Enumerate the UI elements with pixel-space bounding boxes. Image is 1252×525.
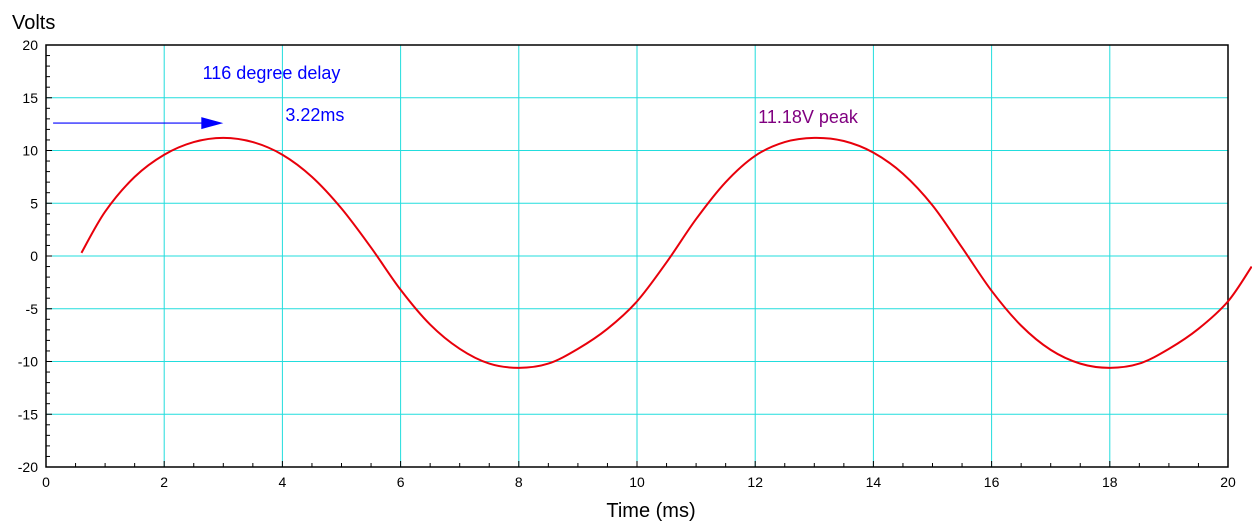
x-tick-label: 0 xyxy=(42,474,50,490)
series-line-voltage xyxy=(80,136,1252,369)
x-tick-label: 6 xyxy=(397,474,405,490)
y-tick-label: 15 xyxy=(22,90,38,106)
x-tick-label: 14 xyxy=(866,474,882,490)
x-tick-label: 8 xyxy=(515,474,523,490)
grid-lines xyxy=(46,45,1228,467)
x-tick-label: 16 xyxy=(984,474,1000,490)
x-tick-label: 2 xyxy=(160,474,168,490)
tick-labels: 0 2 4 6 8 10 12 14 16 18 20 20 15 10 5 0 -5 -10 -15 -20 xyxy=(18,37,1236,490)
y-tick-label: -5 xyxy=(26,301,39,317)
x-tick-label: 4 xyxy=(279,474,287,490)
plot-area-border xyxy=(45,44,1229,468)
delay-arrow xyxy=(53,117,224,130)
y-axis-title: Volts xyxy=(12,12,55,34)
arrow-head xyxy=(201,117,224,130)
annotation-delay-degrees: 116 degree delay xyxy=(203,63,341,83)
x-axis-title: Time (ms) xyxy=(606,500,695,522)
y-tick-label: 10 xyxy=(22,143,38,159)
y-tick-label: -20 xyxy=(18,459,38,475)
y-tick-label: 0 xyxy=(30,248,38,264)
x-tick-label: 18 xyxy=(1102,474,1118,490)
y-tick-label: -10 xyxy=(18,354,38,370)
x-tick-label: 10 xyxy=(629,474,645,490)
y-tick-label: 20 xyxy=(22,37,38,53)
x-tick-label: 12 xyxy=(747,474,763,490)
y-tick-label: -15 xyxy=(18,406,38,422)
annotation-peak: 11.18V peak xyxy=(758,107,859,127)
x-tick-label: 20 xyxy=(1220,474,1236,490)
annotation-delay-ms: 3.22ms xyxy=(285,105,344,125)
y-tick-label: 5 xyxy=(30,195,38,211)
